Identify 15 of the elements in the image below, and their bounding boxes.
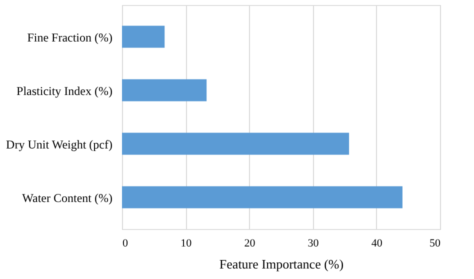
- y-tick-label: Fine Fraction (%): [27, 30, 113, 44]
- bar: [122, 186, 402, 208]
- x-tick-label: 40: [371, 238, 383, 250]
- x-tick-label: 0: [122, 238, 128, 250]
- bar: [122, 132, 350, 155]
- bar: [122, 26, 165, 48]
- y-tick-label: Water Content (%): [22, 190, 112, 205]
- y-tick-label: Dry Unit Weight (pcf): [6, 137, 113, 152]
- x-tick-label: 30: [308, 238, 320, 250]
- x-tick-label: 20: [244, 238, 256, 250]
- x-tick-label: 10: [180, 238, 192, 250]
- x-axis-title: Feature Importance (%): [219, 256, 344, 272]
- y-tick-label: Plasticity Index (%): [16, 84, 112, 98]
- bar: [122, 79, 207, 102]
- x-tick-label: 50: [430, 238, 441, 250]
